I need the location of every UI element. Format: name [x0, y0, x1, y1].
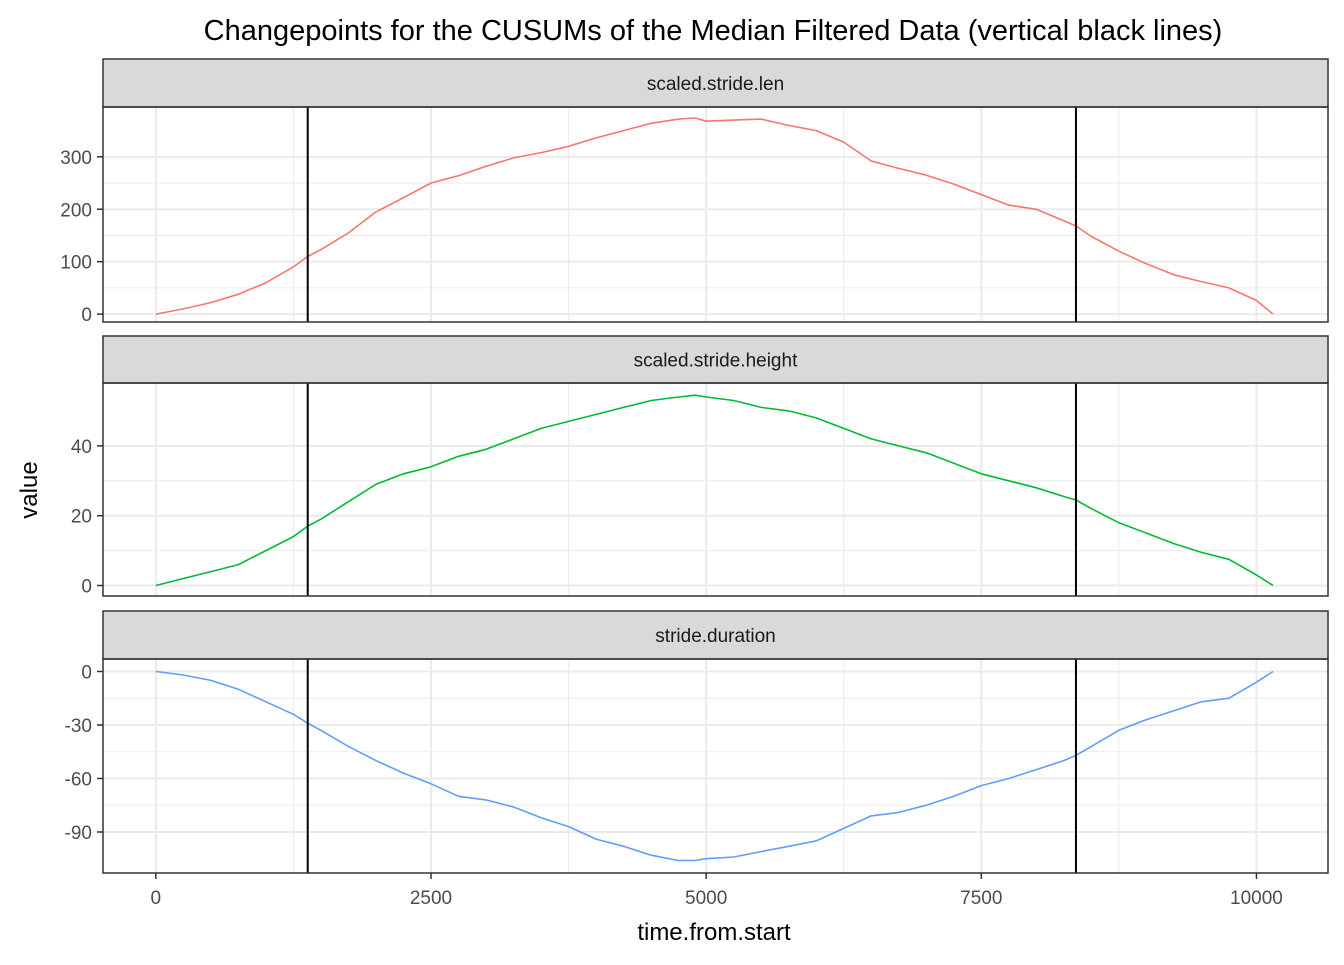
x-tick-label: 5000 [685, 888, 727, 909]
strip-label: scaled.stride.len [647, 74, 784, 95]
panel-border [102, 382, 1329, 597]
y-tick-label: 0 [81, 305, 92, 326]
series-line-stride-duration [155, 670, 1274, 862]
y-tick-label: 20 [71, 507, 92, 528]
chart-title: Changepoints for the CUSUMs of the Media… [204, 15, 1223, 47]
y-tick-label: 0 [81, 662, 92, 683]
panel-border [102, 106, 1329, 323]
y-axis-title: value [16, 461, 43, 518]
y-tick-label: 200 [60, 200, 92, 221]
x-axis: 0 2500 5000 7500 10000 [151, 873, 1283, 909]
y-tick-label: 300 [60, 148, 92, 169]
y-tick-label: 0 [81, 577, 92, 598]
x-tick-label: 2500 [410, 888, 452, 909]
y-tick-label: 100 [60, 253, 92, 274]
series-line-scaled-stride-len [155, 117, 1274, 315]
series-line-scaled-stride-height [155, 394, 1274, 587]
x-tick-label: 7500 [960, 888, 1002, 909]
x-tick-label: 10000 [1230, 888, 1283, 909]
x-tick-label: 0 [151, 888, 162, 909]
panel-border [102, 658, 1329, 874]
panel-scaled-stride-len: 0 100 200 300 scaled.stride.len [60, 58, 1329, 326]
y-tick-label: -60 [65, 769, 92, 790]
y-tick-label: -30 [65, 716, 92, 737]
y-tick-label: -90 [65, 823, 92, 844]
panels: 0 100 200 300 scaled.stride.len 0 20 40 scaled.s… [60, 58, 1329, 874]
strip-label: stride.duration [655, 626, 775, 647]
x-axis-title: time.from.start [637, 919, 791, 946]
y-tick-label: 40 [71, 437, 92, 458]
strip-label: scaled.stride.height [634, 351, 798, 372]
strip-background [102, 335, 1329, 384]
panel-stride-duration: 0 -30 -60 -90 stride.duration [65, 610, 1329, 874]
panel-scaled-stride-height: 0 20 40 scaled.stride.height [71, 335, 1329, 598]
